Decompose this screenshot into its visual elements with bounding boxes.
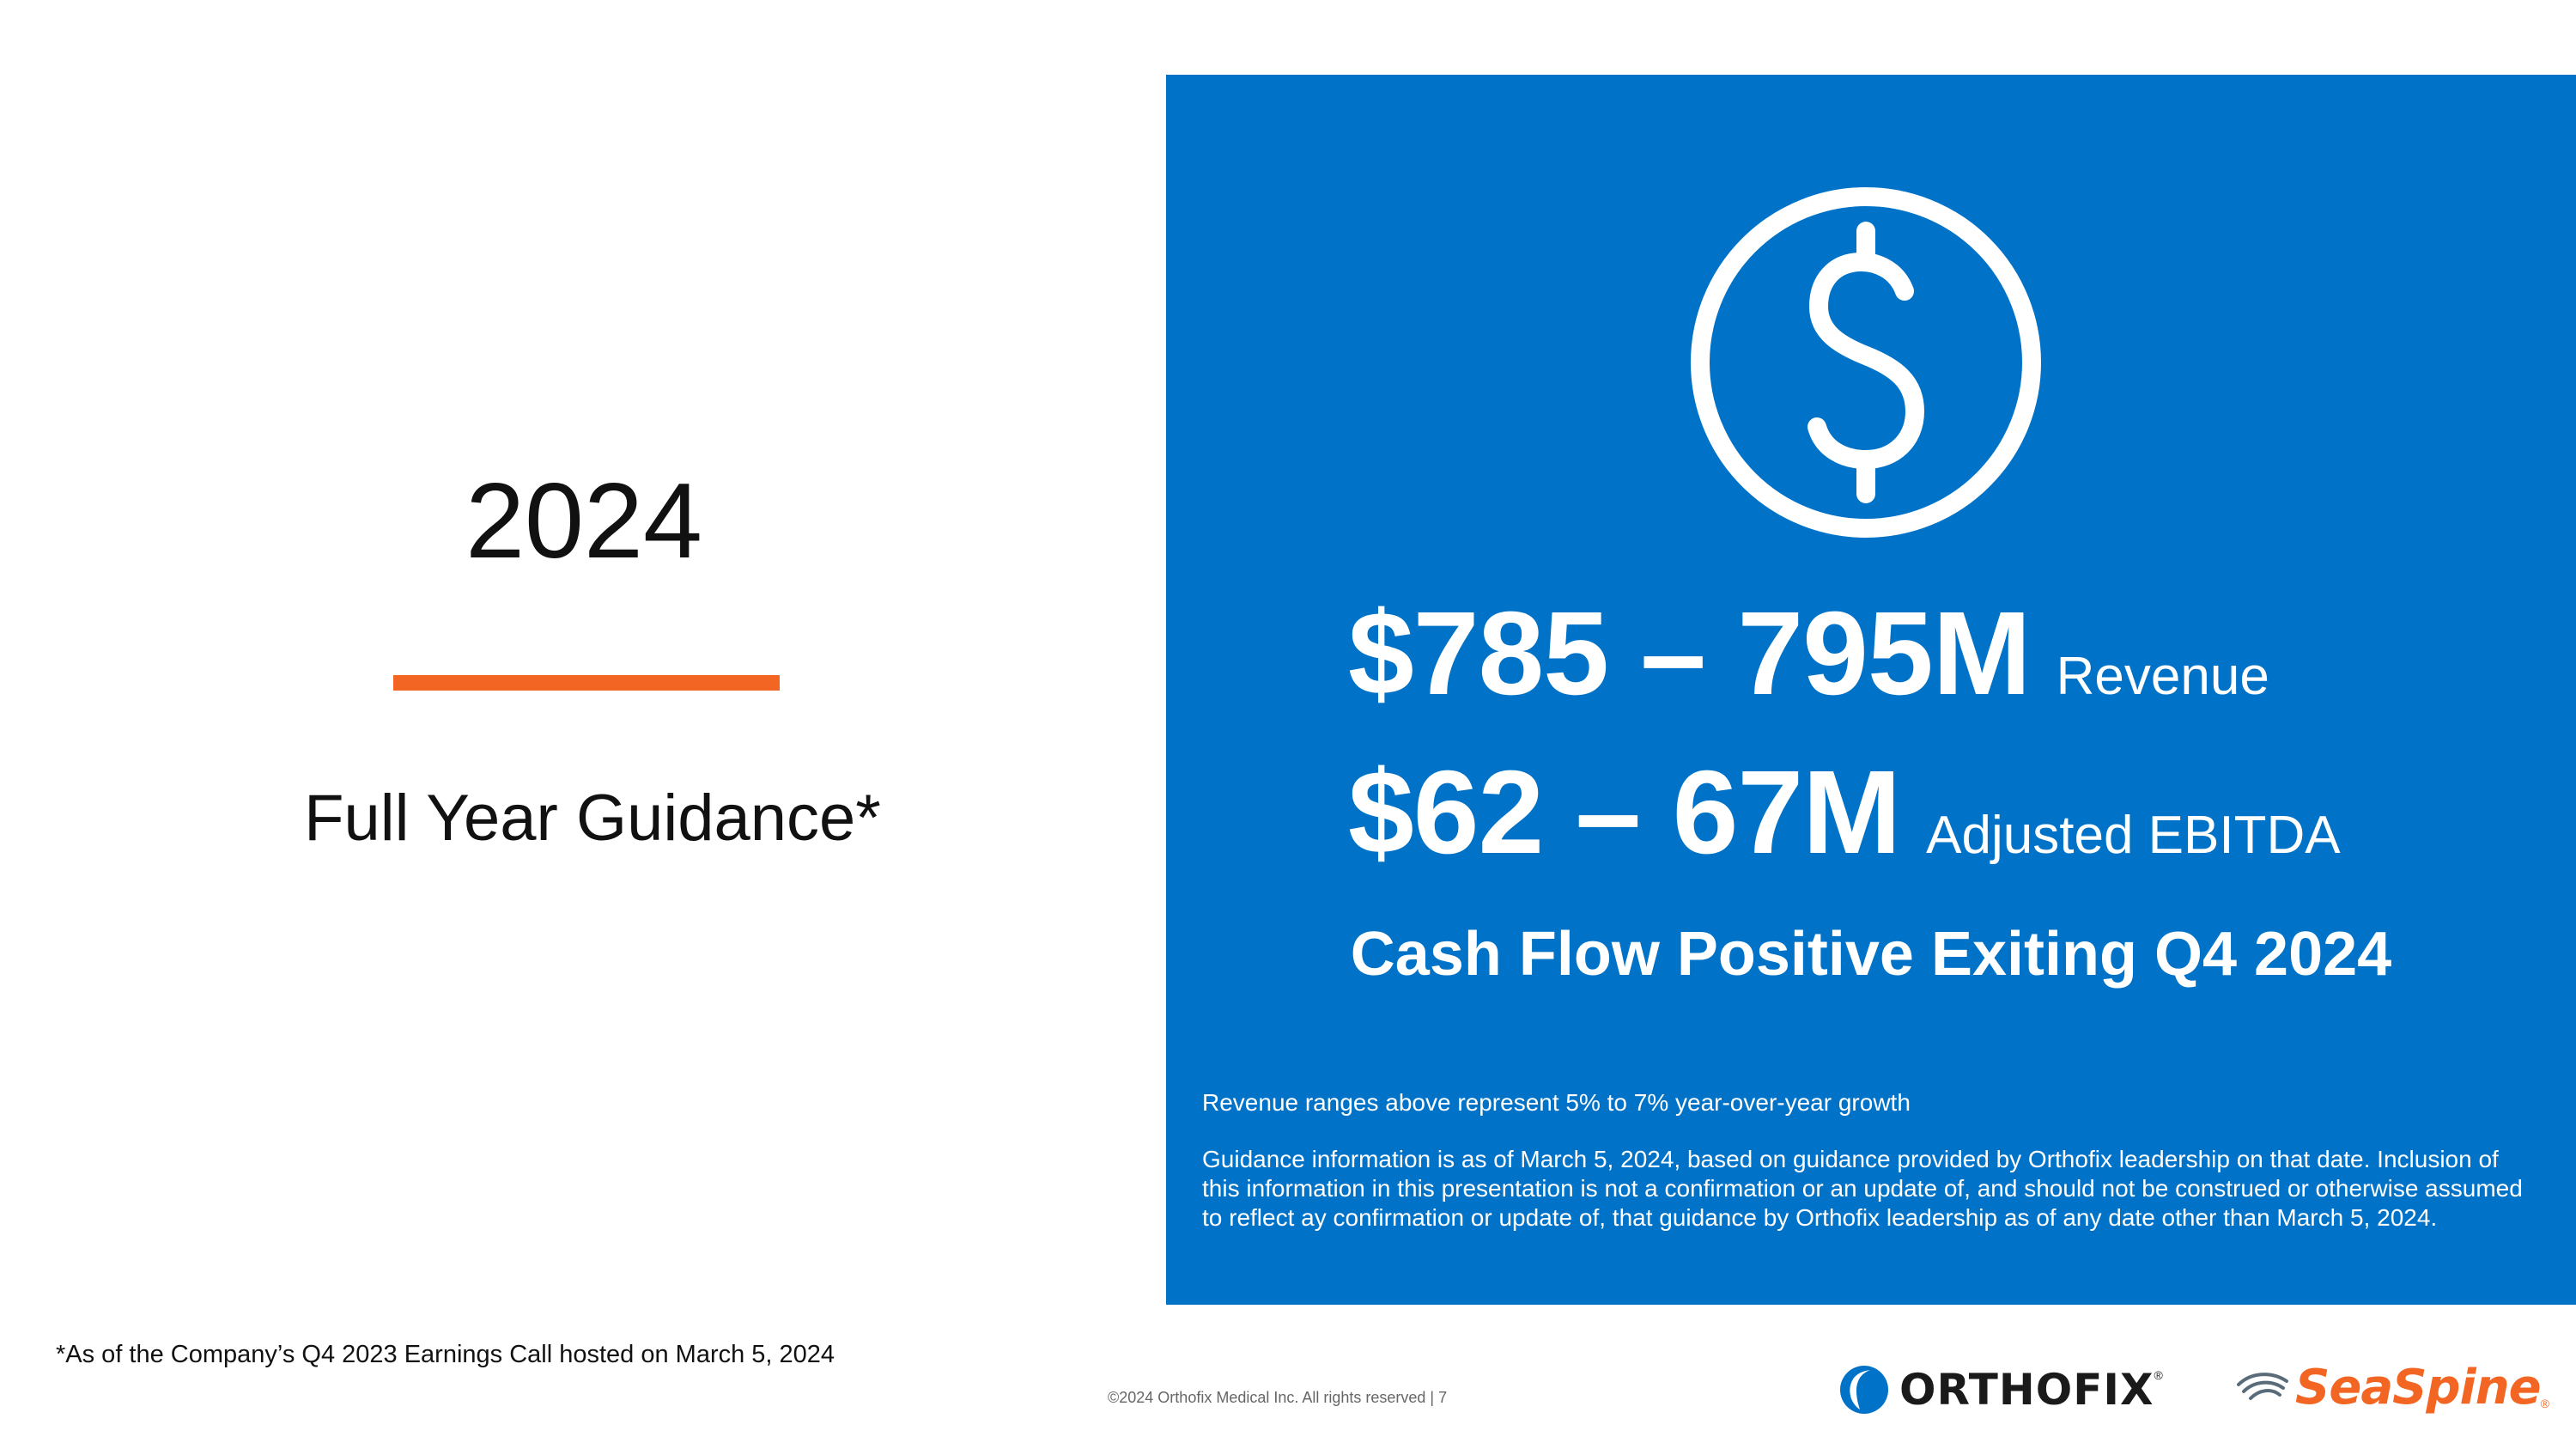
year-heading: 2024 [465,462,702,581]
seaspine-logo: SeaSpine ® [2237,1357,2549,1417]
orthofix-logo: ORTHOFIX ® [1838,1360,2163,1420]
cashflow-statement: Cash Flow Positive Exiting Q4 2024 [1350,920,2392,989]
revenue-value: $785 – 795M [1348,588,2032,720]
ebitda-metric: $62 – 67M Adjusted EBITDA [1348,753,2341,872]
guidance-disclaimer: Guidance information is as of March 5, 2… [1202,1146,2523,1231]
ebitda-value: $62 – 67M [1348,746,1901,879]
footnote: *As of the Company’s Q4 2023 Earnings Ca… [56,1341,835,1368]
revenue-metric: $785 – 795M Revenue [1348,594,2269,713]
seaspine-wave-icon [2237,1373,2288,1400]
orthofix-registered: ® [2154,1368,2163,1382]
guidance-panel: $785 – 795M Revenue $62 – 67M Adjusted EBI… [1166,75,2576,1305]
ebitda-label: Adjusted EBITDA [1926,806,2341,865]
dollar-circle-icon [1691,187,2041,538]
growth-note: Revenue ranges above represent 5% to 7% … [1202,1089,1911,1116]
copyright-page-number: ©2024 Orthofix Medical Inc. All rights r… [1108,1389,1448,1406]
seaspine-registered: ® [2540,1397,2549,1410]
revenue-label: Revenue [2056,647,2269,706]
seaspine-wordmark: SeaSpine [2295,1359,2542,1416]
guidance-subtitle: Full Year Guidance* [304,782,881,855]
accent-divider [393,675,780,691]
orthofix-mark-icon [1840,1366,1888,1414]
orthofix-wordmark: ORTHOFIX [1899,1365,2154,1415]
